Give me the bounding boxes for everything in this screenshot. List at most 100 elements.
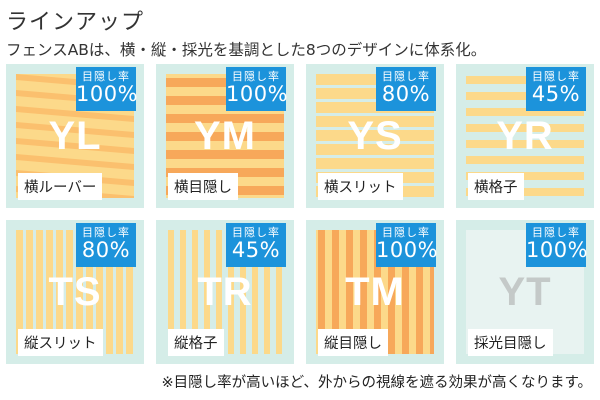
badge-label: 目隠し率 [382,70,430,83]
badge-rate: 80% [381,82,431,106]
horizontal-board [166,132,284,141]
product-grid: 目隠し率 100% YL 横ルーバー 目隠し率 100% YM 横目隠し 目隠し… [6,64,594,370]
vertical-board [360,230,367,354]
vertical-board [36,230,43,354]
badge-rate: 45% [231,238,281,262]
vertical-board [228,230,234,354]
product-card-yt[interactable]: 目隠し率 100% YT 採光目隠し [456,220,594,364]
product-name: 横スリット [318,173,403,200]
vertical-board [66,230,73,354]
product-card-yr[interactable]: 目隠し率 45% YR 横格子 [456,64,594,208]
badge-label: 目隠し率 [232,70,280,83]
louver-slat [16,154,134,170]
vertical-board [318,230,325,354]
product-name: 縦スリット [18,329,103,356]
pattern-h-lattice [466,76,584,196]
vertical-board [240,230,246,354]
vertical-board [180,230,186,354]
product-code: YS [347,114,403,158]
blind-rate-badge: 目隠し率 45% [526,67,586,111]
blind-rate-badge: 目隠し率 100% [76,67,139,111]
product-code: YR [496,114,554,158]
product-card-ys[interactable]: 目隠し率 80% YS 横スリット [306,64,444,208]
vertical-board [106,230,113,354]
vertical-board [116,230,123,354]
badge-rate: 100% [226,82,289,106]
horizontal-board [166,114,284,123]
vertical-board [86,230,93,354]
vertical-board [192,230,198,354]
product-code: TS [48,270,102,314]
badge-label: 目隠し率 [532,70,580,83]
vertical-board [430,230,434,354]
blind-rate-badge: 目隠し率 80% [376,67,436,111]
horizontal-board [316,144,434,155]
horizontal-board [316,88,434,99]
louver-slat [16,106,134,122]
product-name: 縦目隠し [318,329,388,356]
horizontal-board [466,124,584,132]
blind-rate-badge: 目隠し率 100% [226,67,289,111]
vertical-board [204,230,210,354]
pattern-v-lattice [168,230,282,354]
horizontal-board [316,116,434,127]
vertical-board [276,230,282,354]
blind-rate-badge: 目隠し率 45% [226,223,286,267]
product-name: 横ルーバー [18,173,103,200]
vertical-board [168,230,174,354]
badge-rate: 100% [376,238,439,262]
vertical-board [388,230,395,354]
vertical-board [56,230,63,354]
horizontal-board [466,156,584,164]
horizontal-board [316,74,434,85]
horizontal-board [466,172,584,180]
vertical-board [46,230,53,354]
vertical-board [374,230,381,354]
product-code: YT [498,270,552,314]
vertical-board [216,230,222,354]
product-card-tr[interactable]: 目隠し率 45% TR 縦格子 [156,220,294,364]
vertical-board [402,230,409,354]
horizontal-board [166,168,284,177]
page-title: ラインアップ [6,10,145,35]
badge-label: 目隠し率 [232,226,280,239]
product-card-ym[interactable]: 目隠し率 100% YM 横目隠し [156,64,294,208]
vertical-board [96,230,103,354]
vertical-board [126,230,133,354]
product-name: 縦格子 [168,329,224,356]
badge-label: 目隠し率 [82,70,130,83]
badge-label: 目隠し率 [382,226,430,239]
horizontal-board [466,108,584,116]
product-code: TM [345,270,405,314]
vertical-board [16,230,23,354]
footnote: ※目隠し率が高いほど、外からの視線を遮る効果が高くなります。 [161,375,592,391]
vertical-board [26,230,33,354]
blind-rate-badge: 目隠し率 100% [376,223,439,267]
horizontal-board [466,92,584,100]
louver-slat [16,138,134,154]
horizontal-board [316,158,434,169]
product-card-ts[interactable]: 目隠し率 80% TS 縦スリット [6,220,144,364]
page-subtitle: フェンスABは、横・縦・採光を基調とした8つのデザインに体系化。 [6,41,487,59]
horizontal-board [166,96,284,105]
louver-slat [16,122,134,138]
horizontal-board [166,150,284,159]
product-name: 横格子 [468,173,524,200]
product-code: TR [197,270,253,314]
badge-rate: 45% [531,82,581,106]
product-card-tm[interactable]: 目隠し率 100% TM 縦目隠し [306,220,444,364]
badge-rate: 100% [76,82,139,106]
horizontal-board [166,78,284,87]
horizontal-board [316,130,434,141]
badge-label: 目隠し率 [82,226,130,239]
badge-rate: 80% [81,238,131,262]
horizontal-board [466,188,584,196]
horizontal-board [316,102,434,113]
product-card-yl[interactable]: 目隠し率 100% YL 横ルーバー [6,64,144,208]
badge-label: 目隠し率 [532,226,580,239]
vertical-board [332,230,339,354]
vertical-board [416,230,423,354]
vertical-board [346,230,353,354]
badge-rate: 100% [526,238,589,262]
product-code: YM [194,114,256,158]
